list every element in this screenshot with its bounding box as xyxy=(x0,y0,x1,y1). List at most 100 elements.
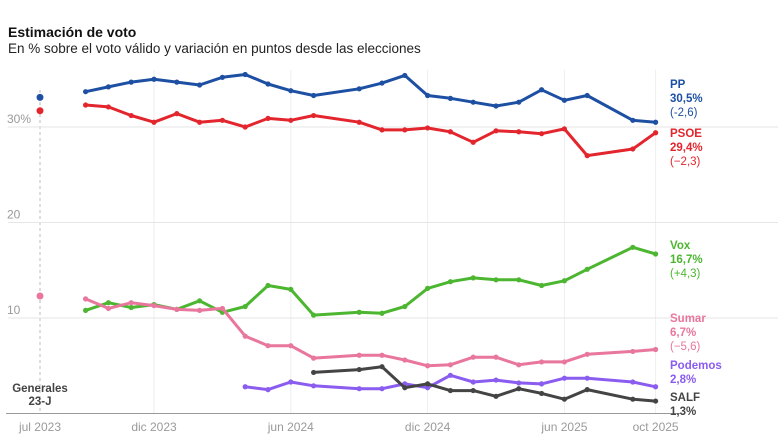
series-label-podemos: Podemos xyxy=(670,360,722,372)
data-point-salf xyxy=(584,387,590,393)
data-point-psoe xyxy=(83,102,89,108)
data-point-pp xyxy=(516,99,522,105)
data-point-salf xyxy=(516,386,522,392)
series-last-value-psoe: 29,4% xyxy=(670,142,703,154)
data-point-salf xyxy=(379,364,385,370)
data-point-pp xyxy=(653,119,659,125)
data-point-psoe xyxy=(493,128,499,134)
data-point-salf xyxy=(539,390,545,397)
data-point-vox xyxy=(425,285,431,291)
series-last-value-salf: 1,3% xyxy=(670,406,696,418)
data-point-psoe xyxy=(379,127,385,133)
series-change-psoe: (−2,3) xyxy=(670,156,701,168)
chart-title: Estimación de voto xyxy=(8,24,137,40)
data-point-psoe xyxy=(516,129,522,135)
data-point-salf xyxy=(561,396,568,402)
election-point-sumar xyxy=(36,292,44,300)
data-point-pp xyxy=(197,82,203,88)
data-point-psoe xyxy=(197,119,203,125)
election-point-psoe xyxy=(36,107,44,115)
data-point-sumar xyxy=(242,333,248,339)
data-point-pp xyxy=(174,79,180,85)
data-point-sumar xyxy=(105,305,111,312)
data-point-psoe xyxy=(105,104,111,110)
data-point-salf xyxy=(402,385,408,391)
series-last-value-sumar: 6,7% xyxy=(670,327,696,339)
series-line-sumar xyxy=(85,297,656,368)
data-point-vox xyxy=(265,282,271,289)
x-tick-label: oct 2025 xyxy=(633,420,679,434)
data-point-psoe xyxy=(561,126,568,132)
data-point-sumar xyxy=(379,352,385,358)
data-point-vox xyxy=(402,303,408,310)
data-point-vox xyxy=(493,277,499,283)
series-change-vox: (+4,3) xyxy=(670,268,701,280)
data-point-vox xyxy=(128,304,134,311)
data-point-podemos xyxy=(288,379,294,385)
y-tick-label: 10 xyxy=(7,303,21,317)
data-point-sumar xyxy=(83,296,89,302)
data-point-salf xyxy=(425,381,431,387)
election-label-line1: Generales xyxy=(12,383,68,395)
data-point-salf xyxy=(470,387,476,394)
data-point-podemos xyxy=(242,384,248,390)
series-change-sumar: (−5,6) xyxy=(670,341,701,353)
data-point-podemos xyxy=(447,372,453,378)
data-point-podemos xyxy=(493,377,499,383)
data-point-sumar xyxy=(470,354,476,360)
data-point-vox xyxy=(516,277,522,283)
data-point-salf xyxy=(447,387,453,394)
data-point-podemos xyxy=(425,385,431,391)
election-label-line2: 23-J xyxy=(28,396,51,408)
data-point-psoe xyxy=(584,153,590,159)
data-point-vox xyxy=(584,266,590,272)
data-point-vox xyxy=(470,275,476,281)
data-point-podemos xyxy=(516,380,522,386)
data-point-pp xyxy=(219,74,225,80)
data-point-psoe xyxy=(174,111,180,117)
data-point-podemos xyxy=(539,381,545,387)
data-point-vox xyxy=(288,286,294,292)
data-point-psoe xyxy=(242,124,248,130)
series-label-pp: PP xyxy=(670,79,686,91)
data-point-sumar xyxy=(402,357,408,363)
data-point-pp xyxy=(128,79,134,85)
election-point-pp xyxy=(36,93,44,101)
data-point-psoe xyxy=(630,146,636,152)
data-point-psoe xyxy=(128,112,134,119)
data-point-sumar xyxy=(197,307,203,313)
series-label-sumar: Sumar xyxy=(670,313,706,325)
data-point-vox xyxy=(653,251,659,257)
series-label-vox: Vox xyxy=(670,240,691,252)
series-label-salf: SALF xyxy=(670,392,700,404)
x-tick-label: dic 2023 xyxy=(131,420,177,434)
x-tick-label: dic 2024 xyxy=(405,420,451,434)
data-point-vox xyxy=(83,307,89,313)
data-point-psoe xyxy=(539,131,545,137)
data-point-psoe xyxy=(653,130,659,136)
data-point-psoe xyxy=(219,117,225,123)
series-change-pp: (-2,6) xyxy=(670,107,698,119)
data-point-vox xyxy=(539,282,545,289)
data-point-podemos xyxy=(630,379,636,385)
data-point-pp xyxy=(447,95,453,101)
data-point-pp xyxy=(311,92,317,99)
data-point-sumar xyxy=(516,362,522,368)
data-point-podemos xyxy=(356,386,362,392)
data-point-pp xyxy=(83,89,89,95)
data-point-vox xyxy=(447,279,453,285)
data-point-pp xyxy=(402,72,408,79)
data-point-salf xyxy=(493,393,499,399)
series-line-salf xyxy=(313,365,656,403)
data-point-podemos xyxy=(653,384,659,390)
data-point-vox xyxy=(105,300,111,306)
series-last-value-podemos: 2,8% xyxy=(670,374,696,386)
data-point-podemos xyxy=(379,386,385,392)
data-point-pp xyxy=(470,99,476,105)
x-tick-label: jul 2023 xyxy=(18,420,61,434)
x-tick-label: jun 2025 xyxy=(540,420,587,434)
data-point-psoe xyxy=(311,112,317,119)
data-point-pp xyxy=(539,87,545,93)
data-point-psoe xyxy=(447,129,453,135)
